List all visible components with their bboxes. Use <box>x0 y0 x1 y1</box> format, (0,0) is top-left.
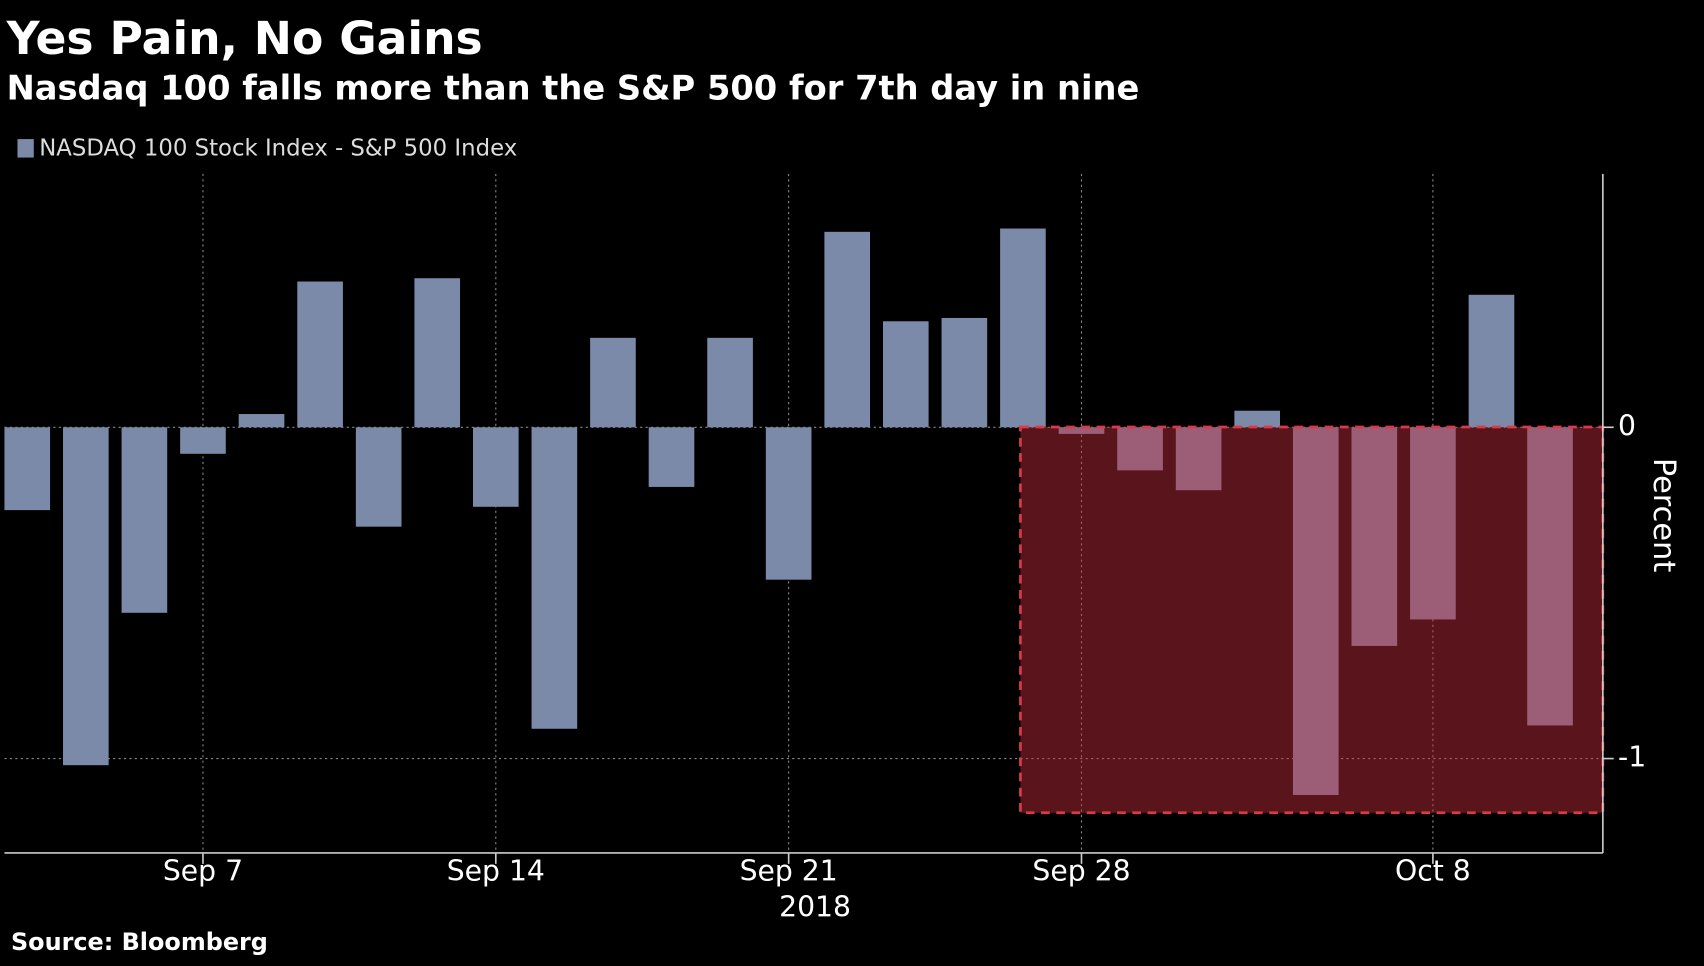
bar <box>63 427 109 766</box>
bar <box>297 281 343 428</box>
bar <box>1351 427 1398 646</box>
legend-swatch <box>17 139 34 158</box>
bar <box>238 414 285 428</box>
source: Source: Bloomberg <box>11 928 268 956</box>
x-tick-label: Sep 7 <box>163 855 243 888</box>
x-axis-sublabel: 2018 <box>779 890 851 923</box>
bar <box>648 427 695 487</box>
bar <box>1468 294 1515 428</box>
bar <box>1234 410 1281 428</box>
bar <box>180 427 226 454</box>
bar <box>824 231 871 428</box>
x-tick-label: Oct 8 <box>1395 855 1471 888</box>
bar <box>765 427 812 580</box>
y-tick-label: 0 <box>1618 409 1636 442</box>
x-tick-label: Sep 14 <box>447 855 545 888</box>
bar <box>531 427 578 729</box>
y-axis-label: Percent <box>1646 458 1681 572</box>
highlight-region <box>1019 425 1605 815</box>
bar <box>1000 228 1046 428</box>
bar <box>4 427 51 511</box>
bar <box>1058 427 1105 434</box>
legend-label: NASDAQ 100 Stock Index - S&P 500 Index <box>39 135 517 161</box>
chart-subtitle: Nasdaq 100 falls more than the S&P 500 f… <box>7 69 1140 108</box>
bar <box>1117 427 1163 471</box>
bar <box>355 427 402 527</box>
bar <box>882 321 929 428</box>
x-tick-label: Sep 28 <box>1032 855 1130 888</box>
bar <box>707 337 753 428</box>
bar <box>472 427 519 507</box>
bar <box>414 278 461 428</box>
bar <box>590 337 636 428</box>
bar <box>121 427 168 613</box>
bar <box>941 317 988 428</box>
bar <box>1410 427 1456 620</box>
chart-title: Yes Pain, No Gains <box>6 12 483 65</box>
bar <box>1292 427 1339 796</box>
legend: NASDAQ 100 Stock Index - S&P 500 Index <box>17 135 517 161</box>
bar <box>1175 427 1222 491</box>
y-tick-label: -1 <box>1618 741 1646 774</box>
bar <box>1527 427 1573 726</box>
x-tick-label: Sep 21 <box>740 855 838 888</box>
